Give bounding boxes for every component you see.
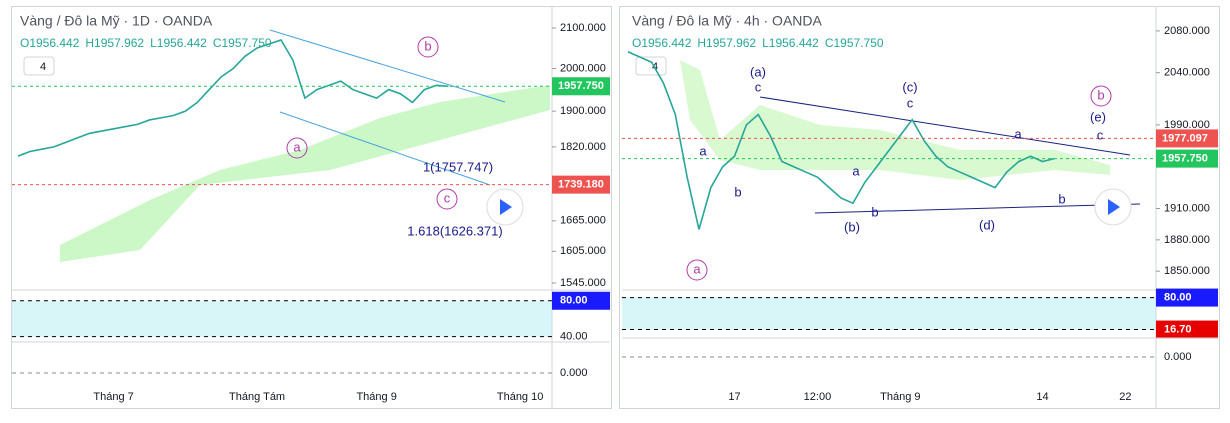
wave-annotation: 1(1757.747) — [423, 159, 493, 174]
rsi-tick-label: 16.70 — [1164, 323, 1192, 335]
wave-annotation: b — [734, 184, 741, 199]
y-tick-label: 1820.000 — [560, 141, 606, 153]
wave-annotation: a — [699, 143, 707, 158]
macd-tick-label: 0.000 — [560, 367, 588, 379]
y-tick-label: 2080.000 — [1164, 25, 1210, 37]
x-tick-label: Tháng 10 — [497, 391, 543, 403]
y-tick-label: 1990.000 — [1164, 119, 1210, 131]
price-tag-label: 1957.750 — [558, 80, 604, 92]
trend-line — [759, 96, 1131, 156]
trend-line — [279, 111, 491, 186]
ohlc-value: O1956.442 — [632, 36, 692, 50]
wave-annotation: 1.618(1626.371) — [407, 223, 502, 238]
price-tag-label: 1957.750 — [1162, 153, 1208, 165]
wave-annotation: c — [755, 79, 762, 94]
level-tag — [552, 291, 610, 310]
trend-line — [269, 29, 506, 103]
annotation-circle — [1090, 85, 1112, 107]
ohlc-value: O1956.442 — [20, 36, 80, 50]
annotation-circle — [286, 137, 308, 159]
interval-button[interactable] — [635, 56, 667, 76]
wave-annotation: (a) — [750, 64, 766, 79]
wave-annotation: a — [852, 163, 860, 178]
macd-tick-label: 0.000 — [1164, 351, 1192, 363]
x-tick-label: 22 — [1119, 391, 1131, 403]
annotation-circle — [686, 259, 708, 281]
level-tag — [1156, 288, 1218, 307]
wave-annotation: (e) — [1090, 109, 1106, 124]
x-tick-label: Tháng Tám — [229, 391, 285, 403]
y-tick-label: 1900.000 — [560, 105, 606, 117]
chart-title: Vàng / Đô la Mỹ · 1D · OANDA — [20, 13, 213, 29]
wave-annotation: (c) — [902, 79, 917, 94]
panel-frame — [11, 6, 612, 409]
play-icon — [500, 199, 512, 215]
rsi-tick-label: 40.00 — [560, 331, 588, 343]
y-tick-label: 1545.000 — [560, 277, 606, 289]
annotation-circle — [436, 188, 458, 210]
trend-line — [814, 203, 1141, 214]
x-tick-label: Tháng 7 — [93, 391, 133, 403]
y-tick-label: 1665.000 — [560, 215, 606, 227]
chart-title: Vàng / Đô la Mỹ · 4h · OANDA — [632, 13, 823, 29]
play-icon — [1108, 199, 1120, 215]
wave-annotation: b — [871, 204, 878, 219]
panel-frame — [619, 6, 1220, 409]
x-tick-label: 14 — [1036, 391, 1048, 403]
cloud — [680, 60, 1110, 180]
wave-annotation: c — [907, 95, 914, 110]
interval-button[interactable] — [23, 56, 55, 76]
rsi-tick-label: 80.00 — [560, 295, 588, 307]
price-tag — [1156, 149, 1218, 168]
y-tick-label: 1910.000 — [1164, 202, 1210, 214]
price-tag-label: 1739.180 — [558, 179, 604, 191]
x-tick-label: 17 — [728, 391, 740, 403]
price-tag — [552, 175, 610, 194]
y-tick-label: 1880.000 — [1164, 234, 1210, 246]
ohlc-value: H1957.962 — [85, 36, 144, 50]
y-tick-label: 2000.000 — [560, 62, 606, 74]
annotation-circle — [417, 36, 439, 58]
ohlc-value: C1957.750 — [213, 36, 272, 50]
wave-annotation: b — [424, 38, 431, 53]
wave-annotation: a — [1014, 126, 1022, 141]
price-tag — [552, 77, 610, 96]
interval-label: 4 — [40, 61, 46, 73]
rsi-band — [12, 300, 552, 337]
wave-annotation: b — [1097, 87, 1104, 102]
ohlc-value: L1956.442 — [762, 36, 819, 50]
wave-annotation: b — [1058, 191, 1065, 206]
wave-annotation: c — [444, 190, 451, 205]
wave-annotation: (b) — [844, 219, 860, 234]
ohlc-value: C1957.750 — [825, 36, 884, 50]
price-line — [627, 51, 1055, 230]
rsi-band — [622, 297, 1156, 330]
y-tick-label: 2040.000 — [1164, 67, 1210, 79]
price-line — [17, 38, 449, 157]
x-tick-label: 12:00 — [804, 391, 832, 403]
cloud — [60, 85, 550, 262]
y-tick-label: 1850.000 — [1164, 265, 1210, 277]
wave-annotation: a — [293, 139, 301, 154]
wave-annotation: (d) — [979, 217, 995, 232]
level-tag — [1156, 320, 1218, 339]
wave-annotation: c — [1097, 127, 1104, 142]
y-tick-label: 2100.000 — [560, 22, 606, 34]
price-tag — [1156, 129, 1218, 148]
ohlc-value: H1957.962 — [697, 36, 756, 50]
x-tick-label: Tháng 9 — [356, 391, 396, 403]
x-tick-label: Tháng 9 — [880, 391, 920, 403]
price-tag-label: 1977.097 — [1162, 132, 1208, 144]
wave-annotation: a — [693, 261, 701, 276]
y-tick-label: 1605.000 — [560, 245, 606, 257]
rsi-tick-label: 80.00 — [1164, 291, 1192, 303]
ohlc-value: L1956.442 — [150, 36, 207, 50]
